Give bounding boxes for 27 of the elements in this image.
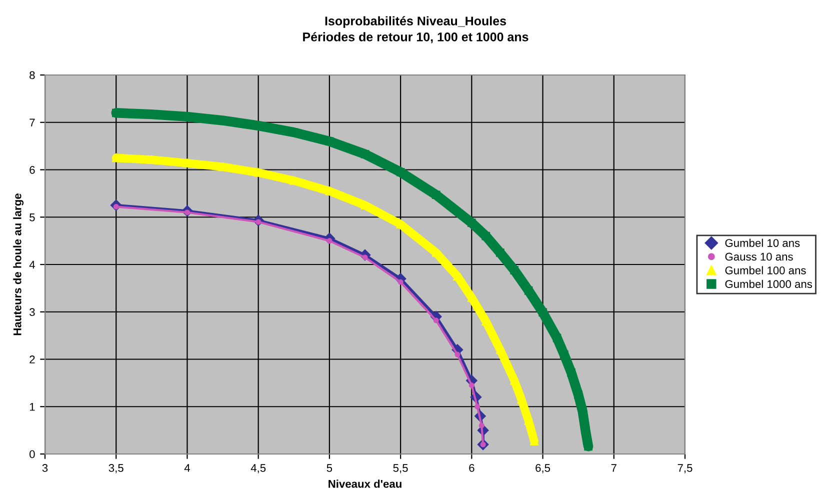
y-axis-title: Hauteurs de houle au large [13, 194, 24, 336]
x-tick-label: 5,5 [393, 464, 408, 474]
y-tick-label: 2 [30, 356, 35, 364]
x-tick-label: 7 [611, 464, 616, 472]
y-tick-label: 7 [30, 118, 35, 126]
y-tick-label: 6 [30, 166, 35, 174]
legend-label: Gumbel 10 ans [725, 238, 800, 247]
x-tick-label: 6,5 [536, 464, 550, 474]
legend-label: Gauss 10 ans [725, 252, 793, 261]
chart-subtitle: Périodes de retour 10, 100 et 1000 ans [303, 32, 528, 44]
x-tick-label: 7,5 [678, 464, 692, 474]
y-tick-label: 1 [30, 403, 35, 411]
y-tick-label: 8 [30, 71, 35, 80]
x-axis-title: Niveaux d'eau [328, 480, 402, 488]
x-tick-label: 3 [42, 464, 48, 472]
y-tick-label: 0 [30, 450, 35, 458]
x-tick-label: 6 [469, 464, 474, 472]
legend-label: Gumbel 100 ans [725, 266, 806, 274]
x-tick-label: 5 [326, 464, 332, 472]
chart-title: Isoprobabilités Niveau_Houles [325, 16, 506, 28]
y-tick-label: 3 [30, 308, 35, 316]
legend-label: Gumbel 1000 ans [725, 280, 812, 288]
y-tick-label: 5 [30, 214, 35, 222]
y-tick-label: 4 [29, 260, 35, 269]
x-tick-label: 3,5 [108, 464, 124, 474]
x-tick-label: 4,5 [250, 464, 266, 474]
x-tick-label: 4 [184, 464, 190, 472]
